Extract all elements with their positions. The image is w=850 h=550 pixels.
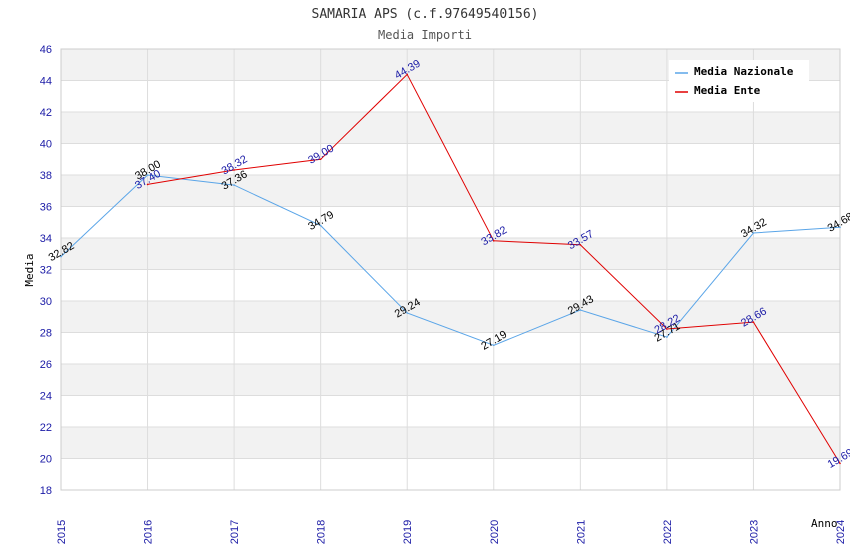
data-point xyxy=(146,174,149,176)
x-tick-label: 2023 xyxy=(748,520,760,544)
legend: Media Nazionale Media Ente xyxy=(669,60,809,102)
data-point xyxy=(839,462,841,465)
data-point xyxy=(406,73,409,76)
x-tick-label: 2020 xyxy=(489,520,501,544)
y-tick-label: 40 xyxy=(40,139,52,151)
x-tick-label: 2021 xyxy=(575,520,587,544)
y-tick-label: 20 xyxy=(40,454,52,466)
plot-bands xyxy=(61,49,840,459)
series-lines xyxy=(60,73,841,465)
data-point xyxy=(579,309,582,311)
data-point xyxy=(666,328,668,330)
y-tick-label: 28 xyxy=(40,328,52,340)
data-point xyxy=(492,240,495,242)
data-point xyxy=(752,321,755,323)
data-point xyxy=(406,312,409,314)
y-tick-label: 42 xyxy=(40,107,52,119)
x-tick-label: 2017 xyxy=(229,520,241,544)
x-tick-label: 2018 xyxy=(316,520,328,544)
chart-title: SAMARIA APS (c.f.97649540156) xyxy=(312,7,539,22)
series-line-media-nazionale xyxy=(60,174,841,346)
x-tick-label: 2016 xyxy=(143,520,155,544)
y-tick-label: 26 xyxy=(40,359,52,371)
data-point xyxy=(60,255,62,258)
y-axis-label: Media xyxy=(23,253,36,286)
y-tick-label: 18 xyxy=(40,485,52,497)
x-axis-ticks: 2015 2016 2017 2018 2019 2020 2021 2022 2023 2024 xyxy=(56,520,847,544)
y-tick-label: 24 xyxy=(40,391,52,403)
y-tick-label: 34 xyxy=(40,233,52,245)
data-point xyxy=(579,243,582,246)
data-point xyxy=(233,169,235,171)
y-tick-label: 38 xyxy=(40,170,52,182)
y-tick-label: 36 xyxy=(40,202,52,214)
y-axis-ticks: 18 20 22 24 26 28 30 32 34 36 38 40 42 44 46 xyxy=(40,44,52,497)
legend-label-media-ente: Media Ente xyxy=(694,84,761,97)
y-tick-label: 32 xyxy=(40,265,52,277)
plot-band xyxy=(61,427,840,459)
data-point xyxy=(319,224,322,227)
legend-box xyxy=(669,60,809,102)
data-point xyxy=(233,184,235,186)
plot-band xyxy=(61,238,840,270)
y-tick-label: 30 xyxy=(40,296,52,308)
data-point xyxy=(666,336,668,338)
data-point xyxy=(752,232,755,234)
data-point xyxy=(146,183,149,186)
x-tick-label: 2015 xyxy=(56,520,68,544)
y-tick-label: 46 xyxy=(40,44,52,56)
y-tick-label: 22 xyxy=(40,422,52,434)
data-point xyxy=(492,344,495,347)
plot-area-border xyxy=(60,48,841,491)
plot-band xyxy=(61,112,840,144)
plot-band xyxy=(61,301,840,333)
chart-subtitle: Media Importi xyxy=(378,28,472,42)
x-tick-label: 2019 xyxy=(402,520,414,544)
plot-band xyxy=(61,364,840,396)
data-point xyxy=(839,226,841,229)
x-axis-label: Anno xyxy=(811,517,838,530)
x-tick-label: 2022 xyxy=(662,520,674,544)
data-label: 34.68 xyxy=(826,211,850,235)
y-tick-label: 44 xyxy=(40,76,52,88)
x-tick-label: 2024 xyxy=(835,520,847,544)
legend-label-media-nazionale: Media Nazionale xyxy=(694,65,794,78)
data-point xyxy=(319,158,322,161)
gridlines xyxy=(60,48,841,491)
